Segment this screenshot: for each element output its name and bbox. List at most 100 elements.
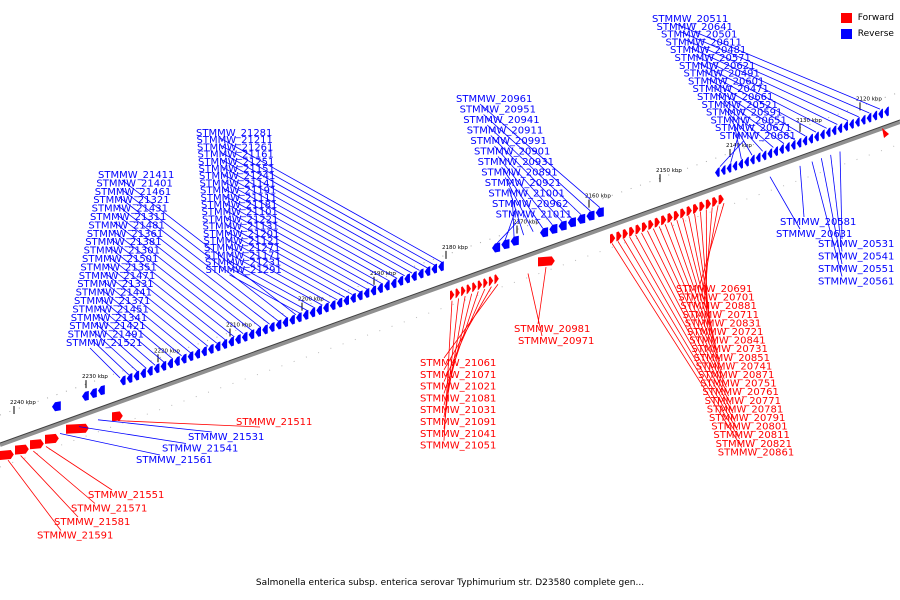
reverse-label: STMMW_20511 — [652, 14, 728, 25]
forward-gene — [622, 229, 628, 240]
forward-gene — [610, 233, 616, 244]
forward-leader — [652, 228, 727, 388]
reverse-label: STMMW_20611 — [666, 37, 742, 48]
reverse-gene — [356, 290, 363, 301]
reverse-gene — [492, 242, 501, 253]
reverse-gene — [438, 261, 444, 272]
reverse-leader — [92, 330, 138, 372]
reverse-leader — [223, 188, 390, 282]
reverse-label: STMMW_21101 — [202, 207, 278, 218]
forward-label: STMMW_20741 — [696, 361, 772, 372]
reverse-leader — [497, 156, 553, 226]
scale-tick-label: 2170 kbp — [513, 219, 539, 225]
reverse-label: STMMW_21191 — [200, 186, 276, 197]
reverse-gene — [837, 123, 843, 134]
reverse-leader — [711, 86, 795, 141]
reverse-label: STMMW_20571 — [675, 53, 751, 64]
reverse-gene — [860, 114, 866, 125]
reverse-gene — [744, 156, 749, 167]
genome-axis-edge — [0, 119, 900, 444]
reverse-gene — [790, 139, 796, 150]
forward-gene — [693, 203, 699, 214]
legend-item-forward: Forward — [840, 10, 894, 26]
forward-label: STMMW_20971 — [518, 336, 594, 347]
forward-gene — [712, 196, 718, 207]
forward-leader — [694, 213, 712, 328]
reverse-label: STMMW_21201 — [203, 229, 279, 240]
reverse-label: STMMW_21411 — [98, 170, 174, 181]
reverse-lower-label: STMMW_20581 — [780, 217, 856, 228]
forward-gene — [494, 274, 499, 285]
forward-label: STMMW_21591 — [37, 531, 113, 542]
reverse-label: STMMW_20521 — [702, 100, 778, 111]
reverse-leader — [494, 145, 563, 222]
legend-swatch-reverse — [840, 29, 852, 39]
reverse-gene — [424, 266, 431, 277]
reverse-gene — [133, 370, 140, 381]
reverse-leader — [107, 255, 218, 344]
forward-label: STMMW_20711 — [683, 310, 759, 321]
forward-leader — [611, 243, 743, 448]
reverse-lower-leader — [839, 151, 843, 240]
reverse-leader — [720, 101, 774, 148]
forward-leader — [7, 459, 62, 531]
legend-swatch-forward — [840, 13, 852, 23]
forward-gene — [488, 276, 494, 287]
reverse-label: STMMW_20621 — [679, 61, 755, 72]
reverse-label: STMMW_21131 — [203, 222, 279, 233]
reverse-label: STMMW_20951 — [460, 105, 536, 116]
reverse-gene — [98, 385, 105, 396]
forward-leader — [688, 215, 714, 336]
forward-gene — [66, 423, 89, 434]
forward-leader — [443, 300, 453, 441]
reverse-label: STMMW_20962 — [492, 199, 568, 210]
reverse-gene — [309, 307, 316, 318]
reverse-gene — [510, 235, 519, 246]
reverse-lower-leader — [97, 419, 213, 433]
reverse-label: STMMW_21151 — [199, 164, 275, 175]
reverse-lower-label: STMMW_21531 — [188, 432, 264, 443]
forward-label: STMMW_20801 — [711, 422, 787, 433]
reverse-gene — [363, 287, 370, 298]
reverse-leader — [108, 246, 226, 341]
reverse-gene — [302, 309, 309, 320]
reverse-gene — [761, 150, 767, 161]
reverse-label: STMMW_20601 — [688, 76, 764, 87]
forward-label: STMMW_21041 — [420, 429, 496, 440]
reverse-label: STMMW_20941 — [463, 115, 539, 126]
reverse-gene — [750, 154, 755, 165]
reverse-gene — [262, 324, 268, 335]
forward-gene — [661, 215, 667, 226]
reverse-lower-label: STMMW_21541 — [162, 444, 238, 455]
reverse-gene — [289, 314, 295, 325]
forward-gene — [699, 201, 705, 212]
reverse-gene — [738, 158, 743, 169]
scale-tick-label: 2130 kbp — [796, 118, 822, 124]
reverse-leader — [220, 144, 435, 266]
reverse-leader — [228, 267, 308, 312]
reverse-leader — [675, 23, 881, 110]
reverse-gene — [316, 304, 322, 315]
reverse-label: STMMW_21001 — [488, 189, 564, 200]
forward-gene — [477, 280, 483, 291]
reverse-leader — [702, 70, 817, 133]
reverse-gene — [377, 283, 383, 294]
reverse-label: STMMW_21501 — [82, 254, 158, 265]
reverse-gene — [501, 239, 510, 250]
reverse-gene — [720, 164, 726, 175]
reverse-leader — [730, 133, 740, 163]
forward-leader — [641, 232, 732, 405]
reverse-label: STMMW_21481 — [88, 220, 164, 231]
reverse-label: STMMW_21121 — [204, 236, 280, 247]
reverse-gene — [187, 351, 194, 362]
reverse-label: STMMW_20671 — [715, 123, 791, 134]
forward-gene — [654, 217, 660, 228]
forward-gene — [538, 256, 555, 267]
reverse-label: STMMW_21331 — [77, 279, 153, 290]
reverse-label: STMMW_21111 — [201, 193, 277, 204]
reverse-gene — [235, 334, 241, 345]
forward-gene — [15, 444, 29, 455]
forward-leader — [117, 420, 261, 428]
forward-label: STMMW_20831 — [685, 318, 761, 329]
